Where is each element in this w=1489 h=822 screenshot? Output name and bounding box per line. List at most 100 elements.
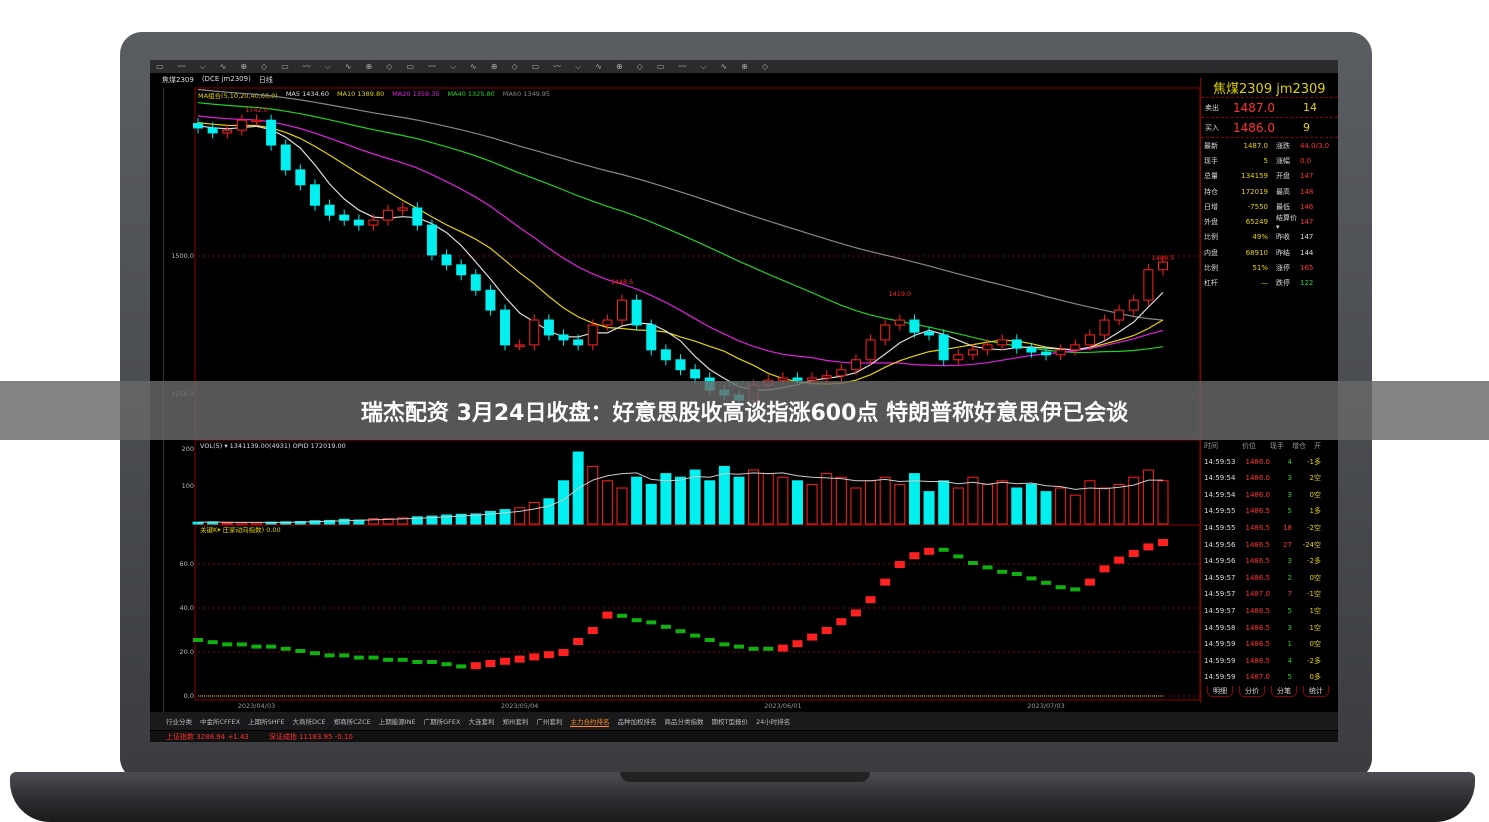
indicator-step — [1026, 576, 1037, 581]
tick-oi-change: 1 — [1309, 606, 1314, 615]
volume-bar — [777, 476, 789, 525]
tick-time: 14:59:57 — [1204, 590, 1236, 599]
indicator-step — [426, 660, 437, 664]
quote-stats: 最新 1487.0 涨跌 44.0/3.0 现手 5 涨幅 0.0 总量 134159 开盘 147 持… — [1201, 138, 1338, 291]
tick-tab[interactable]: 明细 — [1207, 686, 1233, 697]
toolbar-tool-icon[interactable]: ⌵ — [199, 61, 206, 71]
ask-row: 卖出 1487.0 14 — [1201, 98, 1338, 118]
toolbar-tool-icon[interactable]: ▭ — [406, 62, 414, 71]
toolbar-tool-icon[interactable]: ∿ — [470, 62, 477, 71]
market-tab[interactable]: 中金所CFFEX — [200, 718, 241, 726]
indicator-step — [587, 627, 598, 634]
tick-volume: 4 — [1287, 457, 1292, 466]
candle-down — [543, 319, 554, 336]
toolbar-tool-icon[interactable]: ∿ — [344, 62, 352, 71]
market-tab[interactable]: 主力合约排名 — [570, 717, 610, 727]
candle-down — [309, 184, 320, 206]
indicator-step — [324, 653, 335, 658]
toolbar-tool-icon[interactable]: ⊕ — [365, 62, 373, 71]
market-tab[interactable]: 大商所DCE — [292, 718, 326, 726]
candle-down — [426, 224, 437, 256]
stat-row: 比例 49% 昨收 147 — [1201, 230, 1338, 245]
tick-time: 14:59:56 — [1204, 540, 1236, 549]
market-tab[interactable]: 上期能源INE — [378, 718, 416, 726]
market-tab[interactable]: 上期所SHFE — [248, 718, 285, 726]
volume-bar — [967, 476, 979, 525]
toolbar-tool-icon[interactable]: ∿ — [219, 62, 227, 71]
toolbar-tool-icon[interactable]: ⌵ — [449, 61, 457, 71]
volume-bar — [587, 465, 599, 525]
volume-axis-label: 200 — [182, 445, 194, 453]
volume-bar — [558, 480, 570, 525]
toolbar-tool-icon[interactable]: ▭ — [656, 62, 665, 71]
tick-price: 1486.5 — [1245, 557, 1271, 566]
market-tab[interactable]: 广期所GFEX — [423, 718, 461, 726]
tick-volume: 27 — [1283, 540, 1292, 549]
candle-up — [894, 319, 905, 326]
market-tab[interactable]: 郑商所CZCE — [333, 718, 371, 726]
tick-tab[interactable]: 分笔 — [1271, 686, 1297, 697]
symbol-bar: 焦煤2309 (DCE jm2309) 日线 — [162, 75, 273, 87]
toolbar-tool-icon[interactable]: ◇ — [511, 62, 518, 71]
indicator-step — [1011, 572, 1022, 576]
stat-label: 跌停 — [1276, 279, 1290, 288]
date-tick: 2023/04/03 — [238, 702, 275, 710]
toolbar-tool-icon[interactable]: ⌵ — [324, 61, 331, 71]
indicator-step — [748, 646, 759, 651]
tick-row: 14:59:55 1486.5 18 -2 空 — [1201, 520, 1338, 537]
indicator-step — [924, 547, 935, 555]
toolbar-tool-icon[interactable]: 〰 — [678, 62, 687, 71]
market-tab[interactable]: 商品分类指数 — [664, 718, 704, 726]
volume-bar — [631, 476, 643, 525]
period-select[interactable]: 日线 — [258, 76, 273, 84]
toolbar-tool-icon[interactable]: ◇ — [261, 62, 268, 71]
stat-value: 148 — [1300, 187, 1314, 196]
tick-header-cell: 现手 — [1270, 441, 1284, 450]
tick-row: 14:59:59 1487.0 5 0 多 — [1201, 669, 1338, 686]
toolbar-tool-icon[interactable]: ⌵ — [575, 61, 582, 71]
toolbar-tool-icon[interactable]: ◇ — [386, 62, 393, 71]
toolbar-tool-icon[interactable]: ◇ — [636, 62, 643, 71]
candle-down — [690, 369, 701, 379]
indicator-step — [719, 642, 730, 647]
volume-bar — [879, 476, 891, 525]
indicator-step — [485, 660, 496, 667]
volume-bar — [821, 473, 833, 525]
toolbar-tool-icon[interactable]: ⊕ — [490, 62, 498, 71]
toolbar-tool-icon[interactable]: ▭ — [156, 62, 164, 71]
tick-volume: 4 — [1287, 656, 1292, 665]
market-tab[interactable]: 24小时排名 — [755, 718, 791, 726]
toolbar-tool-icon[interactable]: ∿ — [595, 62, 602, 71]
indicator-step — [1099, 565, 1110, 573]
candle-up — [602, 319, 613, 326]
symbol-name[interactable]: 焦煤2309 — [162, 76, 194, 84]
toolbar-tool-icon[interactable]: ⊕ — [615, 62, 623, 71]
tick-tab[interactable]: 统计 — [1303, 686, 1329, 697]
toolbar-tool-icon[interactable]: ▭ — [531, 62, 540, 71]
toolbar-tool-icon[interactable]: ▭ — [281, 62, 289, 71]
tick-direction: 空 — [1314, 573, 1321, 582]
tick-direction: 多 — [1314, 507, 1321, 516]
indicator-step — [1158, 539, 1168, 546]
market-tab[interactable]: 行业分类 — [166, 718, 192, 726]
market-tab[interactable]: 广州套利 — [536, 718, 563, 726]
toolbar-tool-icon[interactable]: ∿ — [720, 62, 728, 71]
toolbar-tool-icon[interactable]: ⊕ — [240, 62, 248, 71]
ma-legend-item: MA组合(5,10,20,40,60,0) — [198, 92, 278, 100]
toolbar-tool-icon[interactable]: ⌵ — [700, 61, 707, 71]
market-tab[interactable]: 品种加权排名 — [617, 718, 657, 726]
toolbar-tool-icon[interactable]: 〰 — [302, 62, 311, 71]
candle-down — [909, 319, 920, 333]
toolbar-tool-icon[interactable]: 〰 — [427, 62, 436, 71]
ma60-line — [197, 88, 1164, 321]
market-tab[interactable]: 大连套利 — [468, 718, 495, 726]
candle-up — [982, 344, 993, 351]
market-tab[interactable]: 郑州套利 — [502, 718, 529, 726]
toolbar-tool-icon[interactable]: 〰 — [177, 62, 186, 71]
volume-bar — [689, 469, 701, 525]
toolbar-tool-icon[interactable]: 〰 — [553, 62, 562, 71]
market-tab[interactable]: 期权T型报价 — [711, 718, 748, 726]
tick-tab[interactable]: 分价 — [1239, 686, 1265, 697]
toolbar-tool-icon[interactable]: ◇ — [761, 62, 769, 71]
toolbar-tool-icon[interactable]: ⊕ — [741, 62, 748, 71]
